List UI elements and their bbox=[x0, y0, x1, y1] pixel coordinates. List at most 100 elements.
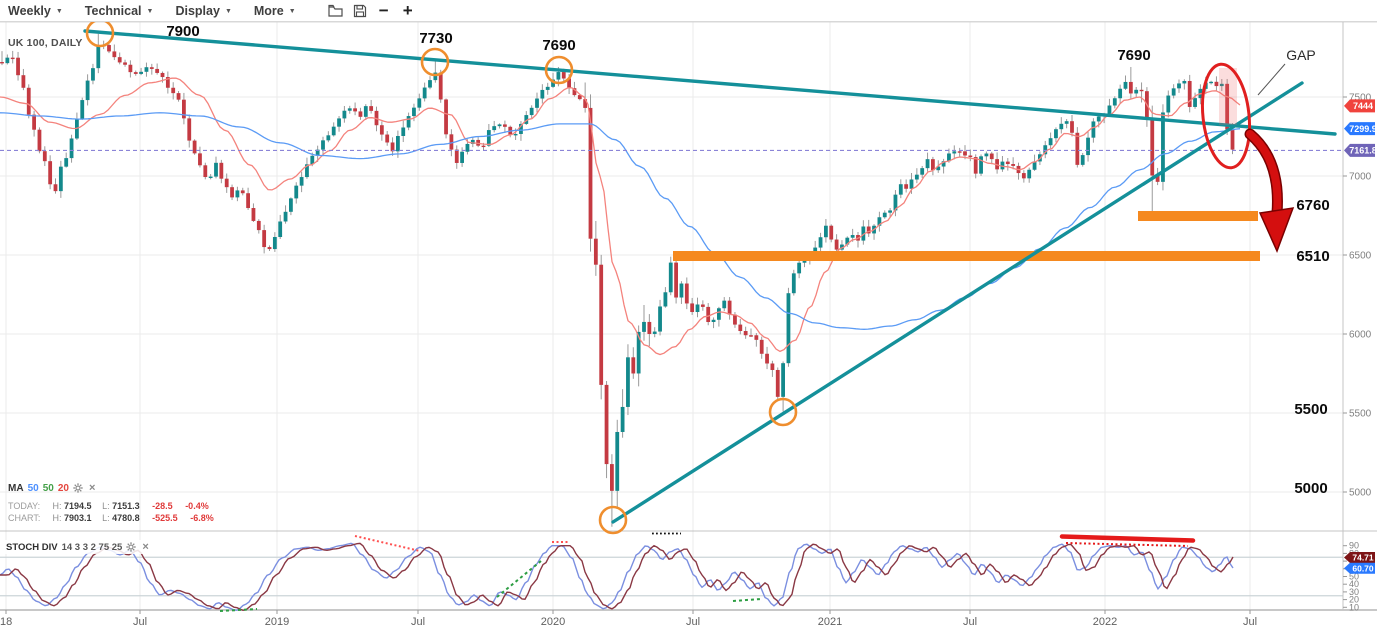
ma-param-1: 50 bbox=[27, 482, 39, 494]
high-key: H: bbox=[52, 501, 62, 511]
price-tag bbox=[1344, 122, 1375, 136]
x-tick-label: 2020 bbox=[541, 616, 565, 628]
stoch-k-tag bbox=[1344, 562, 1375, 574]
stats-row-today: TODAY: H: 7194.5 L: 7151.3 -28.5 -0.4% bbox=[8, 500, 214, 512]
x-tick-label: 2022 bbox=[1093, 616, 1117, 628]
stoch-bearish-mark bbox=[354, 535, 421, 552]
indicator-stats: TODAY: H: 7194.5 L: 7151.3 -28.5 -0.4% C… bbox=[8, 500, 214, 524]
chevron-down-icon: ▼ bbox=[55, 8, 63, 15]
today-change-pct: -0.4% bbox=[185, 501, 209, 511]
menu-display-label: Display bbox=[175, 3, 220, 18]
stats-today-label: TODAY: bbox=[8, 501, 41, 511]
menu-more-label: More bbox=[253, 3, 284, 18]
chart-change-pct: -6.8% bbox=[190, 513, 214, 523]
x-tick-label: Jul bbox=[133, 616, 147, 628]
descending-resistance bbox=[83, 29, 1337, 136]
toolbar-tools: − + bbox=[324, 1, 420, 21]
close-icon[interactable]: × bbox=[88, 482, 96, 494]
svg-text:7444: 7444 bbox=[1353, 101, 1373, 111]
menu-more[interactable]: More ▼ bbox=[254, 4, 296, 18]
stoch-tick-label: 90 bbox=[1349, 541, 1359, 551]
gap-label: GAP bbox=[1286, 47, 1316, 63]
price-tag bbox=[1344, 143, 1375, 157]
price-level-label: 5000 bbox=[1294, 480, 1327, 497]
x-tick-label: Jul bbox=[1243, 616, 1257, 628]
stoch-params: 14 3 3 2 75 25 bbox=[61, 541, 123, 553]
menu-timeframe[interactable]: Weekly ▼ bbox=[8, 4, 63, 18]
stoch-tick-label: 20 bbox=[1349, 595, 1359, 605]
price-tag bbox=[1344, 99, 1375, 113]
menu-timeframe-label: Weekly bbox=[8, 3, 51, 18]
stoch-indicator-legend: STOCH DIV 14 3 3 2 75 25 × bbox=[3, 540, 152, 554]
stoch-bullish-mark bbox=[219, 608, 258, 612]
low-key: L: bbox=[102, 501, 110, 511]
ma-param-2: 50 bbox=[42, 482, 54, 494]
ma-fast-line bbox=[0, 77, 1241, 356]
stoch-tick-label: 10 bbox=[1349, 602, 1359, 612]
stoch-bullish-mark bbox=[732, 598, 762, 602]
svg-text:7161.8: 7161.8 bbox=[1349, 146, 1377, 156]
open-folder-icon[interactable] bbox=[324, 1, 348, 21]
highlight-circle bbox=[598, 505, 628, 535]
gear-icon[interactable] bbox=[126, 542, 137, 552]
menu-display[interactable]: Display ▼ bbox=[175, 4, 231, 18]
y-tick-label: 5000 bbox=[1349, 488, 1372, 499]
y-tick-label: 6500 bbox=[1349, 251, 1372, 262]
price-level-label: 6760 bbox=[1296, 197, 1329, 214]
zoom-out-button[interactable]: − bbox=[378, 0, 389, 20]
stoch-indicator-name: STOCH DIV bbox=[6, 541, 58, 553]
stoch-divergence-dotted bbox=[1065, 542, 1189, 547]
price-level-label: 7690 bbox=[542, 37, 575, 54]
chart-change: -525.5 bbox=[152, 513, 178, 523]
x-tick-label: Jul bbox=[963, 616, 977, 628]
highlight-circle bbox=[768, 397, 798, 427]
gap-pointer-line bbox=[1257, 63, 1286, 96]
menu-technical-label: Technical bbox=[84, 3, 142, 18]
stoch-tick-label: 30 bbox=[1349, 587, 1359, 597]
gap-highlight bbox=[1219, 68, 1237, 125]
price-level-label: 5500 bbox=[1294, 401, 1327, 418]
x-tick-label: 18 bbox=[0, 616, 12, 628]
x-tick-label: Jul bbox=[411, 616, 425, 628]
highlight-circle bbox=[420, 47, 450, 77]
stoch-tick-label: 50 bbox=[1349, 572, 1359, 582]
ma-indicator-legend: MA 50 50 20 × bbox=[8, 482, 95, 494]
menu-technical[interactable]: Technical ▼ bbox=[85, 4, 154, 18]
chevron-down-icon: ▼ bbox=[288, 8, 296, 15]
ma-indicator-name: MA bbox=[8, 482, 24, 494]
support-zone bbox=[1138, 211, 1258, 221]
down-arrow-body bbox=[1246, 130, 1282, 217]
close-icon[interactable]: × bbox=[142, 541, 149, 553]
price-level-label: 7900 bbox=[166, 23, 199, 40]
rising-support bbox=[611, 81, 1304, 524]
svg-text:60.70: 60.70 bbox=[1352, 563, 1374, 573]
price-level-label: 6510 bbox=[1296, 248, 1329, 265]
chevron-down-icon: ▼ bbox=[146, 8, 154, 15]
gear-icon[interactable] bbox=[73, 483, 83, 493]
support-zone bbox=[673, 251, 1260, 261]
save-icon[interactable] bbox=[348, 1, 372, 21]
stoch-tick-label: 40 bbox=[1349, 579, 1359, 589]
candles bbox=[0, 33, 1235, 527]
x-tick-label: 2021 bbox=[818, 616, 842, 628]
today-high: 7194.5 bbox=[64, 501, 92, 511]
stoch-d-line bbox=[0, 542, 1234, 612]
y-tick-label: 6000 bbox=[1349, 330, 1372, 341]
price-level-label: 7690 bbox=[1117, 47, 1150, 64]
zoom-in-button[interactable]: + bbox=[402, 0, 413, 20]
y-tick-label: 7500 bbox=[1349, 93, 1372, 104]
stats-row-chart: CHART: H: 7903.1 L: 4780.8 -525.5 -6.8% bbox=[8, 512, 214, 524]
y-tick-label: 7000 bbox=[1349, 172, 1372, 183]
ma-param-3: 20 bbox=[57, 482, 69, 494]
stoch-bullish-mark bbox=[496, 560, 542, 598]
toolbar: Weekly ▼ Technical ▼ Display ▼ More ▼ − … bbox=[0, 0, 1377, 22]
stoch-divergence-line bbox=[1059, 534, 1196, 543]
chart-high: 7903.1 bbox=[64, 513, 92, 523]
stoch-d-tag bbox=[1344, 551, 1375, 563]
gap-ellipse bbox=[1200, 62, 1252, 170]
y-tick-label: 5500 bbox=[1349, 409, 1372, 420]
chevron-down-icon: ▼ bbox=[224, 8, 232, 15]
chart-low: 4780.8 bbox=[112, 513, 140, 523]
